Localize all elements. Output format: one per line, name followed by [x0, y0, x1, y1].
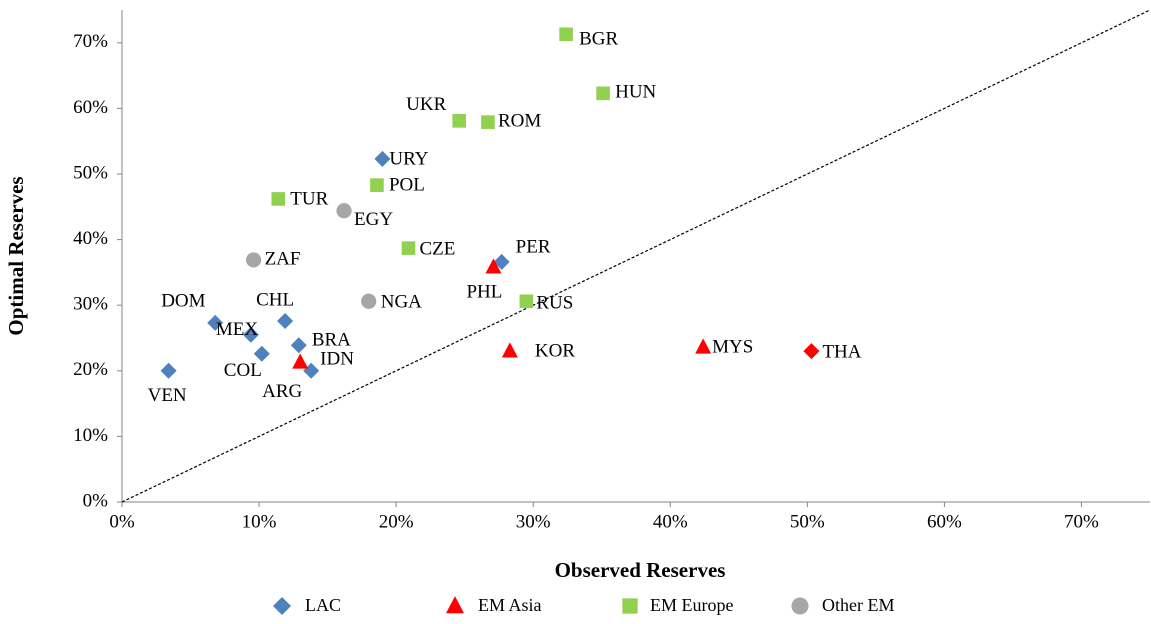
point-label: RUS — [536, 293, 573, 314]
point-label: BRA — [312, 330, 351, 351]
point-label: ARG — [262, 381, 302, 402]
point — [452, 114, 466, 128]
point-label: MYS — [712, 337, 753, 358]
point-label: DOM — [161, 290, 205, 311]
legend-label: EM Europe — [650, 595, 733, 615]
point — [803, 343, 820, 360]
y-tick-label: 30% — [73, 294, 108, 315]
point — [596, 86, 610, 101]
y-tick-label: 10% — [73, 425, 108, 446]
x-tick-label: 10% — [242, 511, 277, 532]
x-tick-label: 30% — [516, 511, 551, 532]
point — [481, 115, 495, 129]
point — [493, 253, 510, 270]
x-axis-title: Observed Reserves — [555, 558, 726, 582]
legend-marker — [446, 596, 464, 614]
x-tick-label: 60% — [927, 511, 962, 532]
point — [292, 353, 309, 369]
point — [401, 241, 416, 255]
x-tick-label: 20% — [379, 511, 414, 532]
point — [207, 314, 224, 331]
point — [253, 345, 270, 362]
point — [374, 150, 391, 167]
x-tick-label: 0% — [109, 511, 135, 532]
point-label: NGA — [381, 292, 422, 313]
y-tick-label: 70% — [73, 31, 108, 52]
point-label: TUR — [290, 188, 328, 209]
point-label: PER — [516, 236, 551, 257]
x-tick-label: 70% — [1064, 511, 1099, 532]
point-label: HUN — [615, 82, 656, 103]
point — [160, 362, 177, 379]
legend-label: LAC — [305, 595, 341, 615]
point-label: IDN — [320, 349, 354, 370]
y-tick-label: 60% — [73, 97, 108, 118]
point-label: BGR — [579, 29, 618, 50]
point-label: UKR — [406, 94, 446, 115]
point — [242, 326, 259, 343]
point — [485, 258, 502, 274]
point-label: VEN — [148, 385, 187, 406]
y-tick-label: 50% — [73, 162, 108, 183]
point — [245, 252, 262, 268]
point-label: CZE — [419, 238, 455, 259]
x-tick-label: 40% — [653, 511, 688, 532]
point-label: EGY — [354, 209, 393, 230]
legend-label: Other EM — [822, 595, 894, 615]
point-label: ZAF — [265, 248, 301, 269]
point — [370, 178, 384, 192]
point — [501, 342, 518, 358]
point-label: THA — [822, 341, 861, 362]
point-label: MEX — [216, 319, 258, 340]
point-label: ROM — [498, 111, 541, 132]
y-tick-label: 0% — [83, 490, 109, 511]
legend-marker — [791, 597, 809, 615]
point-label: URY — [389, 148, 428, 169]
y-axis-title: Optimal Reserves — [4, 176, 28, 335]
point — [336, 203, 352, 219]
point-label: PHL — [466, 282, 502, 303]
point-label: KOR — [535, 340, 575, 361]
x-tick-label: 50% — [790, 511, 825, 532]
point — [695, 338, 712, 354]
point-label: POL — [389, 175, 425, 196]
point-label: COL — [224, 360, 262, 381]
point — [361, 293, 377, 309]
legend-label: EM Asia — [478, 595, 542, 615]
legend-marker — [273, 597, 291, 615]
y-tick-label: 20% — [73, 359, 108, 380]
point — [277, 312, 294, 329]
point — [271, 192, 286, 206]
point — [519, 294, 534, 309]
point-label: CHL — [256, 289, 294, 310]
point — [559, 27, 573, 42]
legend-marker — [622, 598, 638, 614]
y-tick-label: 40% — [73, 228, 108, 249]
point — [290, 337, 307, 354]
